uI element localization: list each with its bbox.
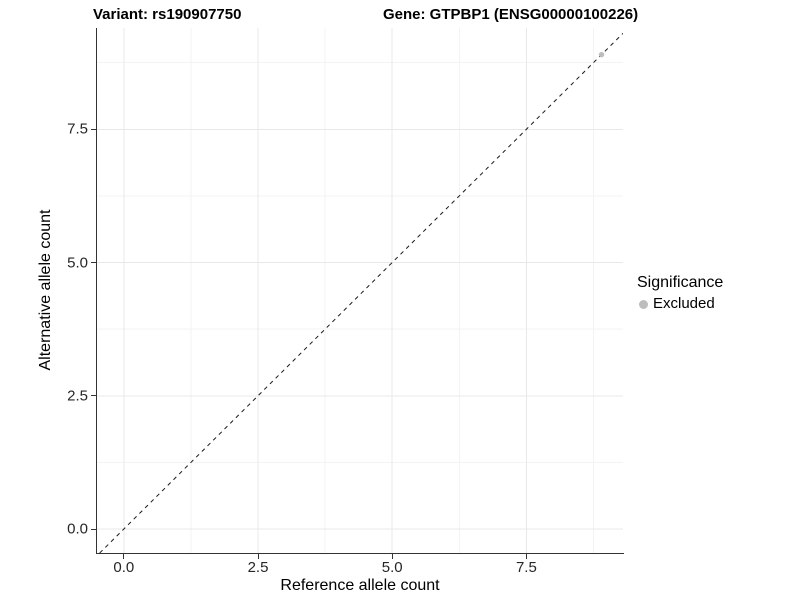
plot-title-gene: Gene: GTPBP1 (ENSG00000100226) — [383, 6, 639, 23]
y-tick-label: 5.0 — [67, 254, 88, 272]
data-point — [598, 51, 605, 58]
y-tick-mark — [91, 128, 96, 130]
legend-item-excluded: Excluded — [637, 295, 723, 313]
x-tick-label: 2.5 — [247, 559, 269, 576]
x-tick-label: 7.5 — [515, 559, 537, 576]
y-tick-label: 2.5 — [67, 387, 88, 405]
legend-item-label: Excluded — [653, 295, 715, 312]
x-tick-mark — [123, 554, 125, 559]
legend: Significance Excluded — [637, 274, 723, 313]
plot-title-variant: Variant: rs190907750 — [93, 6, 242, 23]
y-tick-label: 0.0 — [67, 520, 88, 538]
x-tick-mark — [257, 554, 259, 559]
plot-panel — [97, 28, 623, 553]
x-tick-label: 0.0 — [113, 559, 135, 576]
x-axis-title: Reference allele count — [280, 577, 440, 594]
y-tick-mark — [91, 395, 96, 397]
x-axis-line — [96, 553, 624, 554]
y-tick-mark — [91, 528, 96, 530]
y-axis-line — [96, 28, 97, 554]
legend-title: Significance — [637, 274, 724, 291]
identity-dashed-line — [99, 32, 623, 553]
x-tick-mark — [525, 554, 527, 559]
excluded-point-icon — [639, 300, 648, 309]
y-axis-title: Alternative allele count — [37, 209, 54, 371]
x-tick-label: 5.0 — [381, 559, 403, 576]
y-tick-mark — [91, 262, 96, 264]
y-tick-label: 7.5 — [67, 120, 88, 138]
x-tick-mark — [391, 554, 393, 559]
